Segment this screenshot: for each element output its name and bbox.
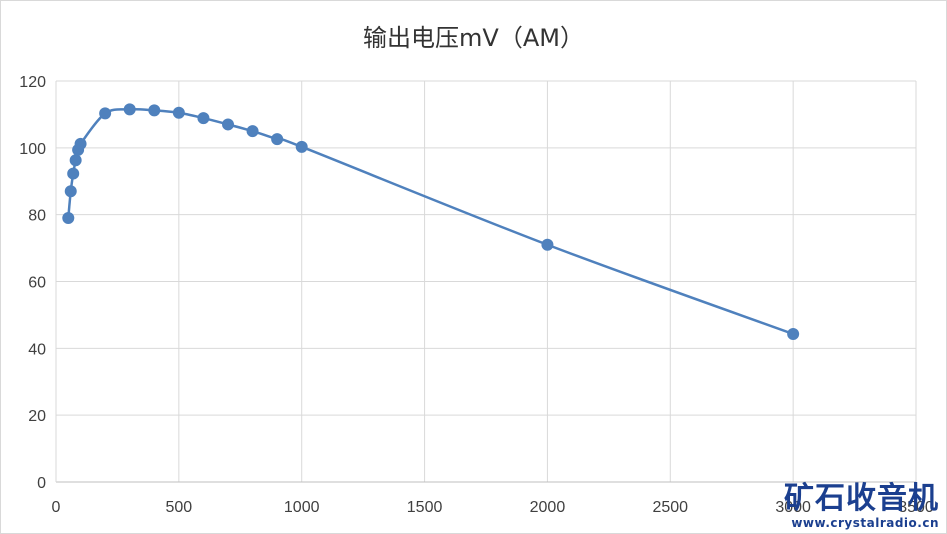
data-point: [74, 137, 87, 150]
data-point: [197, 112, 210, 125]
data-point: [67, 167, 80, 180]
chart-title: 输出电压mV（AM）: [363, 24, 584, 52]
data-point: [246, 125, 259, 138]
data-point: [222, 118, 234, 131]
y-tick-label: 0: [37, 475, 46, 492]
y-tick-label: 80: [28, 208, 46, 225]
data-point: [271, 133, 284, 146]
data-point: [123, 103, 136, 116]
data-point: [99, 107, 112, 120]
y-tick-label: 20: [28, 408, 46, 425]
data-point: [64, 185, 77, 198]
x-tick-label: 1000: [284, 499, 320, 516]
data-point: [62, 212, 75, 225]
y-tick-label: 60: [28, 275, 46, 292]
data-point: [787, 327, 800, 340]
x-tick-label: 3500: [898, 499, 934, 516]
data-point: [541, 238, 554, 251]
gridlines: [56, 80, 917, 482]
watermark: 矿石收音机 www.crystalradio.cn: [784, 481, 939, 531]
watermark-logo: 矿石收音机: [784, 481, 939, 516]
series-markers: [62, 103, 800, 340]
x-tick-label: 0: [52, 499, 61, 516]
tick-labels: 0 20 40 60 80 100 120 0 500 1000 1500 2000 2500 3000 3…: [19, 74, 934, 516]
x-tick-label: 500: [166, 499, 193, 516]
y-tick-label: 100: [19, 141, 46, 158]
watermark-url: www.crystalradio.cn: [791, 516, 939, 530]
data-point: [148, 104, 161, 117]
axes: [55, 81, 916, 483]
data-point: [295, 140, 308, 153]
x-tick-label: 2000: [530, 499, 566, 516]
y-tick-label: 120: [19, 74, 46, 91]
x-tick-label: 1500: [407, 499, 443, 516]
data-point: [69, 154, 82, 167]
x-tick-label: 3000: [775, 499, 811, 516]
series-line: [67, 108, 794, 336]
x-tick-label: 2500: [652, 499, 688, 516]
data-point: [172, 106, 185, 119]
y-tick-label: 40: [28, 341, 46, 358]
